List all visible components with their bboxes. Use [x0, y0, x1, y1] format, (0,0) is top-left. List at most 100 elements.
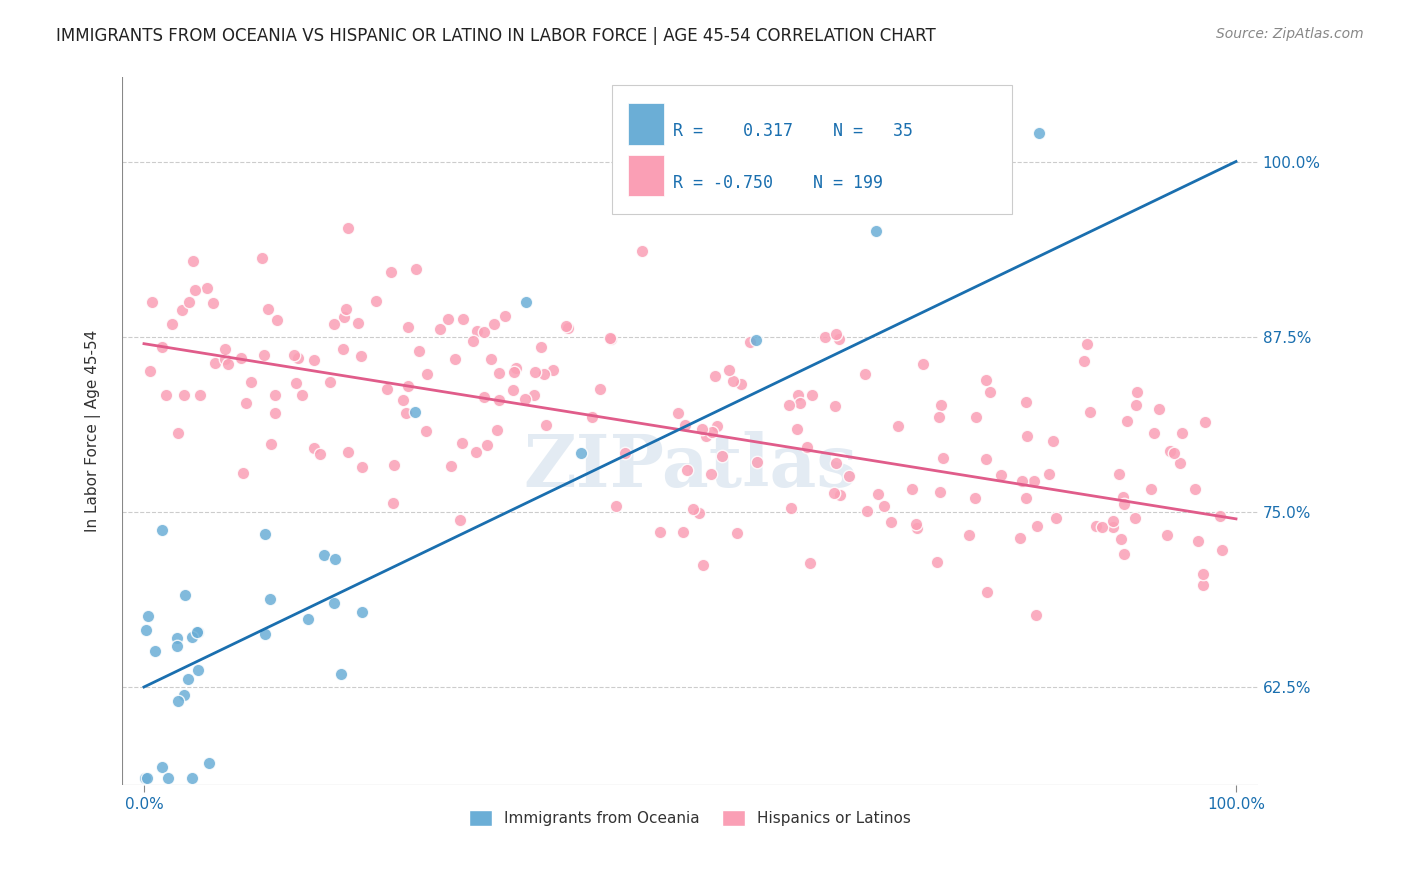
- Point: [134, 771, 156, 785]
- Point: [150, 340, 173, 354]
- Point: [801, 388, 824, 402]
- Point: [285, 376, 308, 391]
- Point: [1191, 566, 1213, 581]
- Point: [814, 329, 837, 343]
- Point: [197, 281, 219, 295]
- Point: [1008, 531, 1031, 545]
- Point: [515, 392, 537, 407]
- Point: [183, 254, 205, 268]
- Point: [405, 262, 427, 277]
- Point: [974, 451, 997, 466]
- Point: [688, 507, 710, 521]
- Point: [188, 388, 211, 402]
- Point: [297, 612, 319, 626]
- Point: [1192, 578, 1215, 592]
- Point: [173, 688, 195, 702]
- Point: [911, 357, 934, 371]
- Point: [866, 487, 889, 501]
- Point: [1184, 483, 1206, 497]
- Point: [599, 332, 621, 346]
- Point: [336, 221, 359, 235]
- Point: [1042, 434, 1064, 448]
- Point: [449, 513, 471, 527]
- Point: [1147, 402, 1170, 417]
- Point: [957, 528, 980, 542]
- Point: [853, 367, 876, 381]
- Point: [1108, 467, 1130, 482]
- Point: [668, 406, 690, 420]
- Point: [415, 424, 437, 438]
- Point: [1125, 398, 1147, 412]
- Point: [932, 450, 955, 465]
- Point: [1126, 384, 1149, 399]
- Point: [533, 367, 555, 381]
- Point: [350, 349, 373, 363]
- Point: [1111, 490, 1133, 504]
- Point: [780, 501, 803, 516]
- Point: [217, 357, 239, 371]
- Point: [703, 368, 725, 383]
- Point: [589, 382, 612, 396]
- Point: [974, 373, 997, 387]
- Point: [963, 491, 986, 505]
- Point: [631, 244, 654, 259]
- Point: [613, 446, 636, 460]
- Point: [477, 438, 499, 452]
- Point: [557, 321, 579, 335]
- Point: [259, 591, 281, 606]
- Point: [1084, 518, 1107, 533]
- Point: [856, 504, 879, 518]
- Point: [676, 463, 699, 477]
- Point: [336, 445, 359, 459]
- Text: R = -0.750    N = 199: R = -0.750 N = 199: [673, 174, 883, 192]
- Point: [979, 385, 1001, 400]
- Point: [160, 318, 183, 332]
- Point: [505, 361, 527, 376]
- Point: [1159, 444, 1181, 458]
- Point: [502, 383, 524, 397]
- Point: [789, 395, 811, 409]
- Point: [673, 417, 696, 432]
- Point: [1091, 520, 1114, 534]
- Point: [461, 334, 484, 348]
- Point: [396, 379, 419, 393]
- Point: [166, 639, 188, 653]
- Point: [1139, 482, 1161, 496]
- Point: [990, 468, 1012, 483]
- Point: [404, 405, 426, 419]
- Point: [904, 516, 927, 531]
- Text: IMMIGRANTS FROM OCEANIA VS HISPANIC OR LATINO IN LABOR FORCE | AGE 45-54 CORRELA: IMMIGRANTS FROM OCEANIA VS HISPANIC OR L…: [56, 27, 936, 45]
- Point: [1101, 514, 1123, 528]
- Point: [880, 515, 903, 529]
- Point: [229, 351, 252, 365]
- Point: [135, 771, 157, 785]
- Point: [429, 322, 451, 336]
- Point: [1025, 608, 1047, 623]
- Point: [1168, 456, 1191, 470]
- Point: [488, 393, 510, 408]
- Point: [350, 460, 373, 475]
- Point: [1163, 446, 1185, 460]
- Point: [329, 666, 352, 681]
- Point: [824, 399, 846, 413]
- Point: [1028, 127, 1050, 141]
- Point: [796, 441, 818, 455]
- Point: [323, 596, 346, 610]
- Point: [599, 331, 621, 345]
- Point: [232, 466, 254, 480]
- Point: [1209, 508, 1232, 523]
- Point: [824, 486, 846, 500]
- Point: [900, 482, 922, 496]
- Point: [266, 313, 288, 327]
- Point: [198, 756, 221, 771]
- Point: [204, 356, 226, 370]
- Point: [253, 627, 276, 641]
- Point: [304, 353, 326, 368]
- Point: [150, 760, 173, 774]
- Point: [706, 419, 728, 434]
- Point: [530, 340, 553, 354]
- Point: [319, 375, 342, 389]
- Point: [202, 295, 225, 310]
- Point: [1101, 520, 1123, 534]
- Point: [929, 485, 952, 500]
